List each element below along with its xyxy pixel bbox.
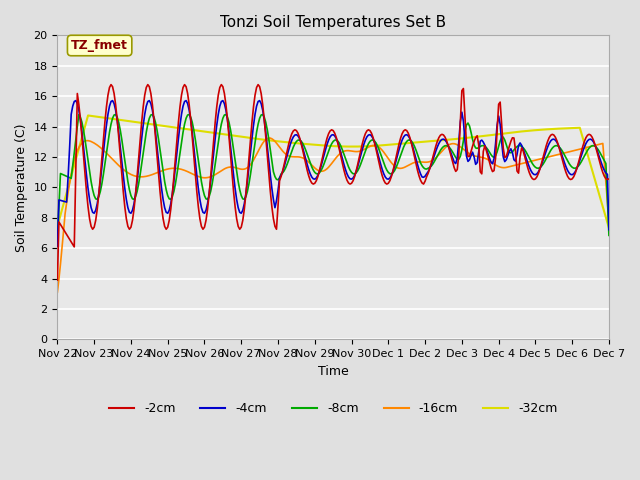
X-axis label: Time: Time	[318, 365, 349, 378]
Title: Tonzi Soil Temperatures Set B: Tonzi Soil Temperatures Set B	[220, 15, 446, 30]
Y-axis label: Soil Temperature (C): Soil Temperature (C)	[15, 123, 28, 252]
Legend: -2cm, -4cm, -8cm, -16cm, -32cm: -2cm, -4cm, -8cm, -16cm, -32cm	[104, 397, 563, 420]
Text: TZ_fmet: TZ_fmet	[71, 39, 128, 52]
